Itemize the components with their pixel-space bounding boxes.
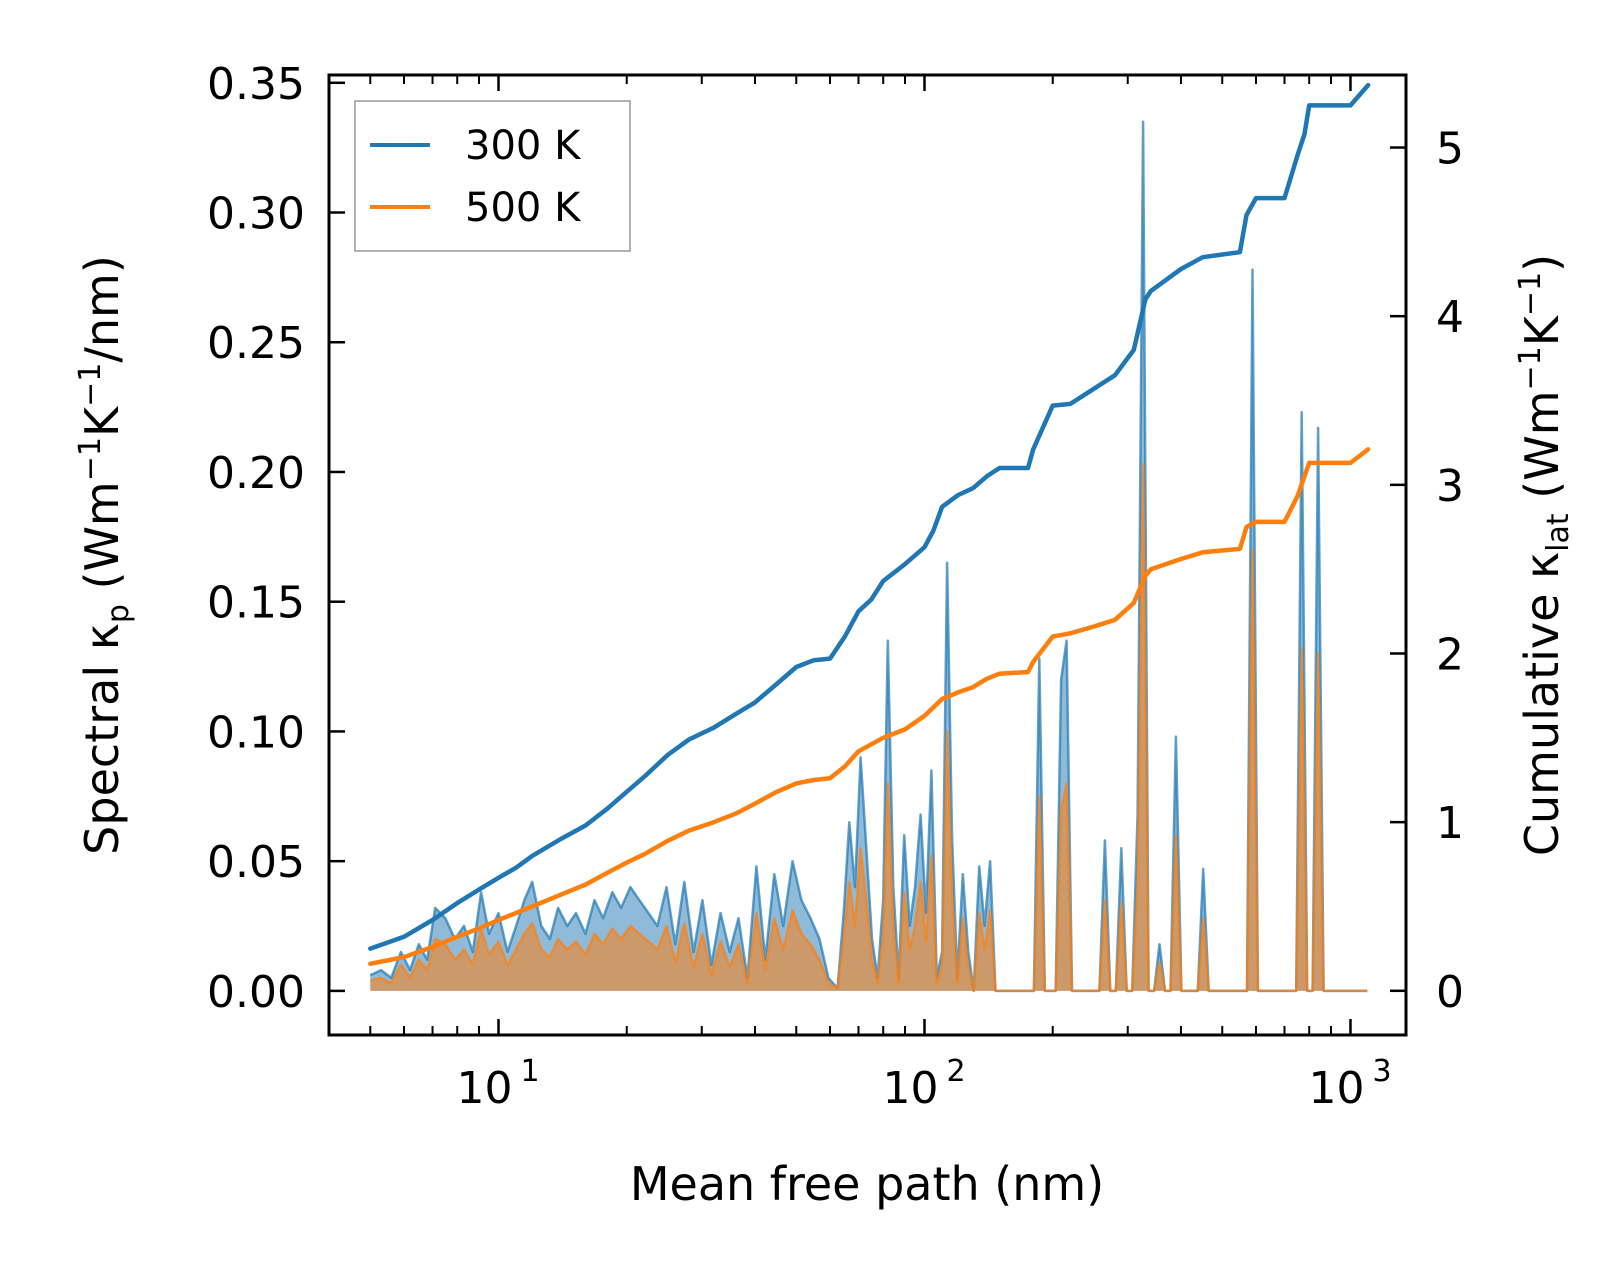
y2-tick-label: 4 [1436,292,1464,343]
plot-frame [327,73,1408,1037]
cumulative-line-300k [368,82,1371,951]
x-tick-label: 10 [457,1063,513,1114]
x-axis-title: Mean free path (nm) [630,1157,1104,1211]
cumulative-line-500k [368,447,1371,967]
y-tick-label: 0.05 [207,837,305,888]
y2-tick-label: 2 [1436,629,1464,680]
y-tick-label: 0.10 [207,707,305,758]
legend-box [354,100,631,252]
spectral-area-0 [370,121,1368,991]
y2-axis-title: Cumulative κlat (Wm−1K−1) [1513,254,1576,856]
legend-label-500k: 500 K [465,185,582,231]
y-tick-label: 0.15 [207,578,305,629]
y-tick-label: 0.25 [207,318,305,369]
y-tick-label: 0.35 [207,59,305,110]
legend-label-300k: 300 K [465,123,582,169]
y2-tick-label: 1 [1436,798,1464,849]
y2-tick-label: 3 [1436,461,1464,512]
x-tick-label: 10 [882,1063,938,1114]
x-tick-exponent: 2 [946,1054,965,1089]
y-tick-label: 0.20 [207,448,305,499]
x-tick-exponent: 3 [1372,1054,1391,1089]
legend: 300 K 500 K [354,100,631,252]
y2-tick-label: 0 [1436,967,1464,1018]
x-tick-exponent: 1 [521,1054,540,1089]
y2-tick-label: 5 [1436,124,1464,175]
x-tick-label: 10 [1308,1063,1364,1114]
y-tick-label: 0.30 [207,189,305,240]
y-axis-title: Spectral κp (Wm−1K−1/nm) [73,255,136,855]
spectral-line-1 [370,462,1368,993]
axis-ticks: 0.00 0.05 0.10 0.15 0.20 0.25 0.30 0.35 0 1 2 3 4 5 10… [207,59,1464,1114]
y-tick-label: 0.00 [207,967,305,1018]
spectral-line-0 [369,120,1368,993]
plot-area [368,82,1371,993]
